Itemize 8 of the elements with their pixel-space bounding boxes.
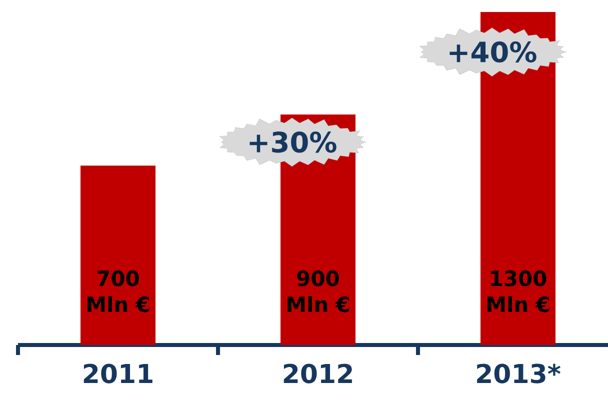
x-tick-label: 2011 xyxy=(84,364,152,384)
data-label: 900 Mln € xyxy=(288,270,349,312)
annotation: +40% xyxy=(450,41,536,63)
data-label: 700 Mln € xyxy=(88,270,149,312)
x-tick-label: 2012 xyxy=(284,364,352,384)
data-label: 1300 Mln € xyxy=(488,270,549,312)
x-tick-label: 2013* xyxy=(477,364,560,384)
annotation: +30% xyxy=(250,132,336,153)
